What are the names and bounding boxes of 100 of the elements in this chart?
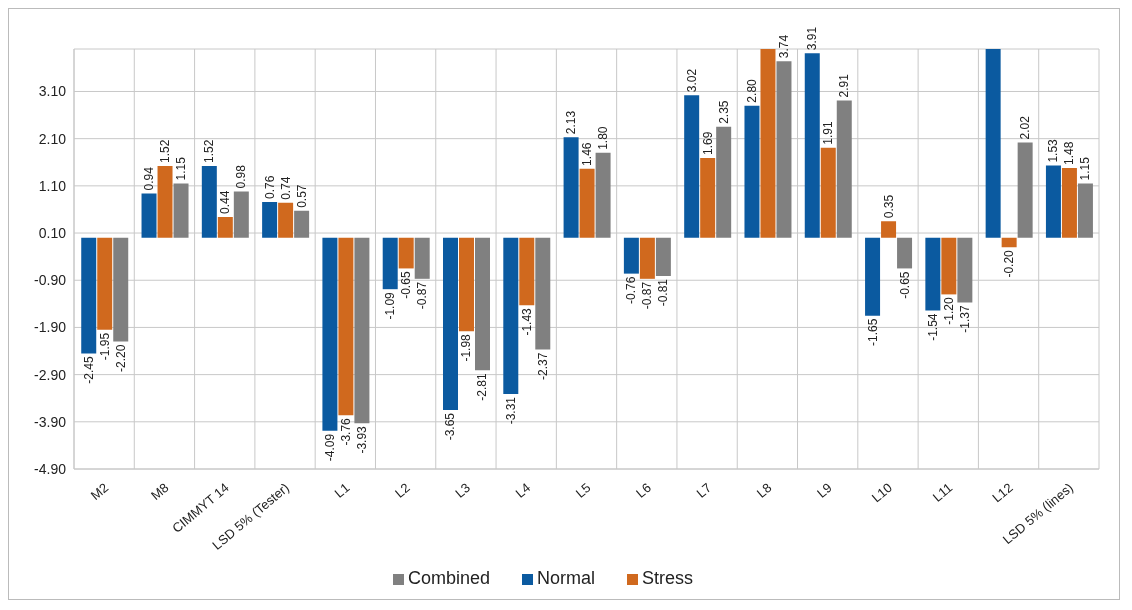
data-label: 0.35 — [881, 194, 896, 219]
x-tick-label: L9 — [814, 479, 835, 501]
y-tick-label: 3.10 — [38, 83, 67, 100]
x-tick-label: M2 — [87, 479, 112, 504]
bar — [579, 168, 595, 238]
bar — [595, 152, 611, 238]
x-tick-label: L8 — [753, 479, 775, 501]
data-label: -1.65 — [865, 318, 880, 346]
x-tick-label: L5 — [572, 479, 594, 501]
data-label: -3.31 — [503, 396, 518, 425]
y-tick-label: -3.90 — [34, 413, 67, 430]
data-label: 0.57 — [294, 184, 309, 208]
data-label: 3.74 — [776, 34, 791, 59]
data-label: -0.76 — [624, 276, 639, 304]
data-label: 0.98 — [234, 164, 249, 189]
data-label: -3.93 — [354, 425, 369, 454]
data-label: 1.15 — [174, 156, 189, 181]
x-tick-label: L12 — [989, 479, 1016, 506]
data-label: 0.74 — [278, 176, 293, 200]
data-label: 0.94 — [142, 166, 157, 191]
bar — [804, 53, 820, 238]
bar — [475, 237, 490, 371]
data-label: -0.81 — [656, 278, 671, 307]
bar — [97, 237, 113, 330]
x-tick-label: L3 — [452, 479, 473, 501]
data-label: 0.76 — [262, 175, 277, 199]
data-label: -2.45 — [81, 356, 96, 384]
bar — [865, 237, 881, 316]
bar — [836, 100, 852, 238]
bar — [113, 237, 129, 342]
bar — [1061, 167, 1077, 238]
data-label: 2.91 — [837, 73, 852, 98]
x-tick-label: L10 — [868, 479, 896, 506]
bar — [925, 237, 941, 311]
bar — [414, 237, 430, 279]
y-tick-label: -2.90 — [34, 366, 67, 383]
bar — [957, 237, 973, 303]
bar — [141, 193, 157, 238]
legend-label: Stress — [642, 568, 694, 588]
bar — [294, 210, 310, 238]
data-label: -3.76 — [338, 417, 353, 446]
bar — [700, 158, 716, 238]
bar — [744, 105, 760, 238]
y-tick-label: 2.10 — [38, 130, 67, 147]
x-tick-label: L7 — [693, 479, 715, 501]
data-label: -1.98 — [459, 333, 474, 362]
x-tick-label: L4 — [512, 479, 534, 501]
bar — [1017, 142, 1033, 238]
data-label: -1.09 — [383, 291, 398, 320]
bar — [262, 201, 278, 238]
bar — [535, 237, 551, 350]
data-label: -0.87 — [640, 281, 655, 310]
bar — [338, 237, 354, 416]
data-label: -2.81 — [475, 373, 490, 401]
data-label: 1.80 — [596, 126, 611, 150]
bar — [897, 237, 913, 269]
bar — [443, 237, 458, 411]
data-label: 1.48 — [1062, 141, 1077, 165]
bar — [1001, 237, 1017, 248]
bar — [81, 237, 97, 354]
bar — [985, 49, 1001, 238]
y-tick-label: -0.90 — [34, 272, 67, 289]
y-tick-label: 0.10 — [38, 225, 67, 242]
bar — [820, 147, 836, 238]
bar — [382, 237, 398, 290]
bar — [623, 237, 639, 274]
x-tick-label: L6 — [633, 479, 654, 501]
data-label: -0.65 — [399, 271, 414, 299]
bar — [503, 237, 519, 394]
data-label: 0.44 — [218, 190, 233, 214]
y-tick-label: -1.90 — [34, 319, 67, 336]
data-label: 1.52 — [202, 139, 217, 164]
bar — [233, 191, 249, 238]
data-label: -0.20 — [1002, 249, 1017, 278]
data-label: 2.13 — [564, 110, 579, 135]
data-label: -1.95 — [97, 332, 112, 361]
x-tick-label: L2 — [391, 479, 413, 501]
bar — [881, 221, 897, 238]
legend-label: Normal — [537, 568, 596, 588]
bar — [563, 137, 579, 238]
y-tick-label: 1.10 — [38, 177, 67, 194]
data-label: 3.91 — [805, 26, 820, 51]
data-label: -2.20 — [113, 344, 128, 372]
data-label: -1.54 — [925, 313, 940, 341]
bar — [1077, 183, 1093, 238]
x-tick-label: M8 — [148, 479, 172, 504]
data-label: 2.80 — [744, 78, 759, 103]
data-label: -0.87 — [415, 281, 430, 310]
bar — [459, 237, 474, 332]
data-label: -4.09 — [322, 433, 337, 462]
y-tick-label: -4.90 — [34, 460, 67, 477]
bar — [278, 202, 294, 238]
bar — [354, 237, 370, 424]
bar — [639, 237, 655, 279]
data-label: 1.91 — [821, 120, 836, 145]
bar — [201, 166, 217, 238]
data-label: 1.69 — [700, 131, 715, 156]
bar — [760, 49, 776, 238]
bar — [322, 237, 338, 431]
x-tick-label: L1 — [331, 479, 353, 501]
